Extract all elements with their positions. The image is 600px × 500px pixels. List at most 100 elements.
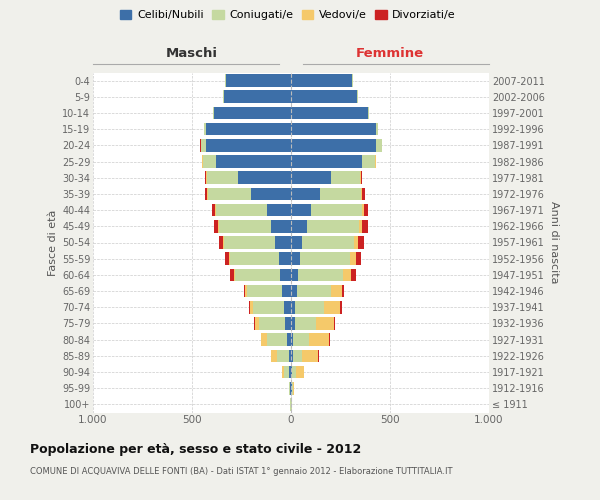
- Bar: [233, 268, 235, 281]
- Text: Femmine: Femmine: [356, 47, 424, 60]
- Bar: [295, 301, 324, 314]
- Bar: [376, 139, 382, 151]
- Bar: [355, 236, 358, 249]
- Bar: [291, 252, 300, 265]
- Bar: [275, 236, 291, 249]
- Bar: [356, 252, 361, 265]
- Bar: [203, 155, 216, 168]
- Bar: [362, 204, 364, 216]
- Bar: [230, 252, 279, 265]
- Bar: [293, 334, 309, 346]
- Bar: [324, 301, 340, 314]
- Bar: [291, 172, 331, 184]
- Bar: [230, 268, 233, 281]
- Bar: [235, 268, 280, 281]
- Y-axis label: Anni di nascita: Anni di nascita: [548, 201, 559, 283]
- Bar: [293, 350, 302, 362]
- Bar: [350, 252, 356, 265]
- Bar: [340, 301, 342, 314]
- Bar: [296, 366, 304, 378]
- Bar: [267, 204, 291, 216]
- Bar: [291, 188, 320, 200]
- Bar: [298, 268, 343, 281]
- Bar: [256, 317, 259, 330]
- Bar: [207, 172, 238, 184]
- Bar: [267, 334, 287, 346]
- Bar: [253, 301, 284, 314]
- Bar: [334, 317, 335, 330]
- Bar: [219, 236, 223, 249]
- Bar: [271, 350, 277, 362]
- Bar: [251, 188, 291, 200]
- Bar: [201, 139, 206, 151]
- Bar: [291, 155, 362, 168]
- Bar: [204, 123, 206, 136]
- Bar: [277, 350, 289, 362]
- Bar: [295, 317, 316, 330]
- Bar: [289, 350, 291, 362]
- Bar: [291, 90, 358, 103]
- Bar: [279, 252, 291, 265]
- Bar: [216, 155, 291, 168]
- Bar: [249, 301, 250, 314]
- Bar: [311, 204, 362, 216]
- Bar: [291, 366, 292, 378]
- Bar: [376, 123, 378, 136]
- Bar: [224, 252, 229, 265]
- Y-axis label: Fasce di età: Fasce di età: [47, 210, 58, 276]
- Bar: [245, 285, 247, 298]
- Text: Maschi: Maschi: [166, 47, 218, 60]
- Bar: [206, 139, 291, 151]
- Bar: [362, 188, 365, 200]
- Bar: [226, 74, 291, 87]
- Bar: [292, 366, 296, 378]
- Bar: [289, 366, 291, 378]
- Bar: [291, 285, 297, 298]
- Bar: [293, 382, 294, 394]
- Bar: [300, 252, 350, 265]
- Bar: [361, 188, 362, 200]
- Bar: [331, 285, 343, 298]
- Bar: [282, 285, 291, 298]
- Bar: [343, 268, 352, 281]
- Bar: [291, 236, 302, 249]
- Bar: [362, 220, 368, 232]
- Bar: [244, 285, 245, 298]
- Bar: [331, 172, 361, 184]
- Bar: [223, 236, 224, 249]
- Bar: [247, 285, 282, 298]
- Bar: [259, 317, 285, 330]
- Bar: [316, 317, 334, 330]
- Bar: [229, 252, 230, 265]
- Bar: [302, 350, 319, 362]
- Bar: [284, 301, 291, 314]
- Bar: [216, 204, 267, 216]
- Bar: [291, 123, 376, 136]
- Bar: [219, 220, 271, 232]
- Legend: Celibi/Nubili, Coniugati/e, Vedovi/e, Divorziati/e: Celibi/Nubili, Coniugati/e, Vedovi/e, Di…: [116, 6, 460, 25]
- Bar: [309, 334, 329, 346]
- Bar: [287, 334, 291, 346]
- Bar: [291, 350, 293, 362]
- Bar: [214, 106, 291, 120]
- Bar: [206, 123, 291, 136]
- Bar: [291, 334, 293, 346]
- Bar: [362, 155, 375, 168]
- Bar: [208, 188, 251, 200]
- Bar: [291, 317, 295, 330]
- Bar: [291, 204, 311, 216]
- Bar: [254, 317, 256, 330]
- Bar: [343, 285, 344, 298]
- Bar: [282, 366, 284, 378]
- Bar: [302, 236, 355, 249]
- Bar: [285, 317, 291, 330]
- Bar: [291, 74, 352, 87]
- Bar: [291, 220, 307, 232]
- Bar: [262, 334, 267, 346]
- Bar: [297, 285, 331, 298]
- Bar: [224, 90, 291, 103]
- Bar: [238, 172, 291, 184]
- Bar: [364, 204, 368, 216]
- Bar: [271, 220, 291, 232]
- Text: COMUNE DI ACQUAVIVA DELLE FONTI (BA) - Dati ISTAT 1° gennaio 2012 - Elaborazione: COMUNE DI ACQUAVIVA DELLE FONTI (BA) - D…: [30, 468, 452, 476]
